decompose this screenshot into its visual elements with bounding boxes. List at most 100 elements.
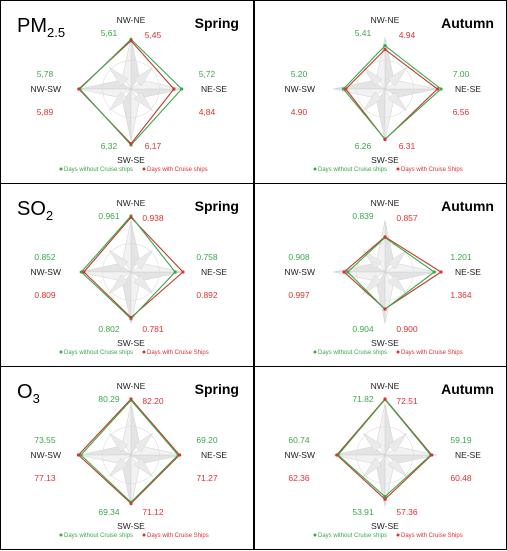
- data-point: [383, 44, 387, 48]
- value-label: 0.904: [352, 324, 374, 334]
- legend-marker-with: [396, 167, 400, 171]
- radar-svg: NW-NE NE-SE SW-SE NW-SW 80.29 82.20 69.20 71.27…: [30, 381, 227, 539]
- axis-label-nw-sw: NW-SW: [30, 84, 61, 94]
- pollutant-title: SO2: [17, 198, 53, 223]
- data-point: [173, 270, 177, 274]
- data-point: [432, 270, 436, 274]
- data-point: [77, 87, 81, 91]
- legend: Days without Cruise ships Days with Cruis…: [59, 167, 208, 173]
- data-point: [383, 307, 387, 311]
- radar-panel: Autumn NW-NE NE-SE SW-SE NW-SW 5.41 4.94 7.00 6.…: [254, 0, 507, 184]
- value-label: 6.56: [453, 107, 470, 117]
- value-label: 5,61: [101, 28, 118, 38]
- axis-label-nw-ne: NW-NE: [371, 198, 400, 208]
- legend-marker-without: [59, 533, 63, 537]
- axis-label-ne-se: NE-SE: [455, 450, 481, 460]
- value-label: 0.781: [142, 324, 164, 334]
- legend: Days without Cruise ships Days with Cruis…: [313, 533, 463, 539]
- value-label: 6,17: [145, 141, 162, 151]
- legend-label-with: Days with Cruise Ships: [401, 533, 463, 539]
- legend-label-without: Days without Cruise ships: [64, 167, 133, 173]
- compass-rose-icon: [79, 220, 183, 324]
- value-label: 4.90: [291, 107, 308, 117]
- data-point: [383, 47, 387, 52]
- pollutant-name: PM: [17, 15, 47, 37]
- legend: Days without Cruise ships Days with Cruis…: [59, 533, 209, 539]
- legend-label-with: Days with Cruise ships: [147, 167, 208, 173]
- value-label: 5.20: [291, 69, 308, 79]
- axis-label-nw-sw: NW-SW: [30, 450, 61, 460]
- data-point: [435, 87, 440, 91]
- pollutant-subscript: 2.5: [47, 25, 66, 40]
- legend-label-without: Days without Cruise ships: [64, 533, 133, 539]
- legend-marker-with: [142, 350, 146, 354]
- value-label: 71.27: [196, 473, 218, 483]
- axis-label-ne-se: NE-SE: [201, 450, 227, 460]
- data-point: [172, 87, 176, 91]
- value-label: 5,89: [37, 107, 54, 117]
- legend-marker-with: [142, 533, 146, 537]
- axis-label-ne-se: NE-SE: [455, 84, 481, 94]
- value-label: 0.809: [34, 290, 56, 300]
- axis-label-nw-sw: NW-SW: [284, 84, 315, 94]
- season-label: Spring: [194, 15, 239, 31]
- legend-label-without: Days without Cruise ships: [64, 350, 133, 356]
- legend-marker-without: [313, 533, 317, 537]
- legend-marker-without: [59, 167, 63, 171]
- value-label: 73.55: [34, 435, 56, 445]
- value-label: 77.13: [34, 473, 56, 483]
- axis-label-nw-sw: NW-SW: [284, 267, 315, 277]
- data-point: [342, 270, 346, 274]
- data-point: [430, 453, 434, 457]
- radar-panel: SO2 Spring NW-NE NE-SE SW-SE NW-SW 0.961 0.938 0…: [0, 183, 254, 367]
- season-label: Autumn: [441, 198, 494, 214]
- radar-svg: NW-NE NE-SE SW-SE NW-SW 71.82 72.51 59.19 60.48…: [284, 381, 481, 539]
- value-label: 60.74: [288, 435, 310, 445]
- axis-label-nw-ne: NW-NE: [371, 15, 400, 25]
- value-label: 7.00: [453, 69, 470, 79]
- pollutant-subscript: 2: [45, 208, 54, 223]
- value-label: 57.36: [396, 507, 418, 517]
- data-point: [180, 87, 184, 91]
- radar-svg: NW-NE NE-SE SW-SE NW-SW 0.961 0.938 0.758 0.892…: [30, 198, 227, 356]
- data-point: [76, 453, 81, 457]
- value-label: 0.852: [34, 252, 56, 262]
- compass-rose-icon: [79, 37, 183, 141]
- value-label: 5.41: [355, 28, 372, 38]
- legend-label-with: Days with Cruise Ships: [147, 350, 209, 356]
- value-label: 0.997: [288, 290, 310, 300]
- radar-panel: O3 Spring NW-NE NE-SE SW-SE NW-SW 80.29 82.20 69…: [0, 366, 254, 550]
- value-label: 1.201: [450, 252, 472, 262]
- data-point: [439, 87, 443, 91]
- pollutant-name: O: [17, 381, 33, 403]
- compass-rose-icon: [79, 403, 183, 507]
- value-label: 0.892: [196, 290, 218, 300]
- legend: Days without Cruise ships Days with Cruis…: [59, 350, 209, 356]
- axis-label-ne-se: NE-SE: [455, 267, 481, 277]
- data-point: [439, 270, 443, 274]
- value-label: 4.94: [399, 30, 416, 40]
- radar-svg: NW-NE NE-SE SW-SE NW-SW 0.839 0.857 1.201 1.364…: [284, 198, 481, 356]
- radar-svg: NW-NE NE-SE SW-SE NW-SW 5.41 4.94 7.00 6.56 6.26…: [284, 15, 481, 173]
- data-point: [383, 235, 387, 239]
- legend: Days without Cruise ships Days with Cruis…: [313, 350, 463, 356]
- radar-svg: NW-NE NE-SE SW-SE NW-SW 5,61 5,45 5,72 4,84 6,32…: [30, 15, 227, 173]
- radar-panel: PM2.5 Spring NW-NE NE-SE SW-SE NW-SW 5,61 5,45 5…: [0, 0, 254, 184]
- legend-label-with: Days with Cruise Ships: [401, 167, 463, 173]
- axis-label-ne-se: NE-SE: [201, 84, 227, 94]
- legend-label-without: Days without Cruise ships: [318, 167, 387, 173]
- legend-label-without: Days without Cruise ships: [318, 533, 387, 539]
- value-label: 62.36: [288, 473, 310, 483]
- data-point: [383, 497, 387, 501]
- value-label: 5,72: [199, 69, 216, 79]
- value-label: 6.31: [399, 141, 416, 151]
- legend-marker-with: [396, 350, 400, 354]
- value-label: 82.20: [142, 396, 164, 406]
- legend-marker-without: [313, 350, 317, 354]
- data-point: [177, 453, 182, 457]
- value-label: 0.802: [98, 324, 120, 334]
- data-point: [129, 315, 133, 320]
- data-point: [79, 453, 83, 457]
- data-point: [129, 397, 133, 401]
